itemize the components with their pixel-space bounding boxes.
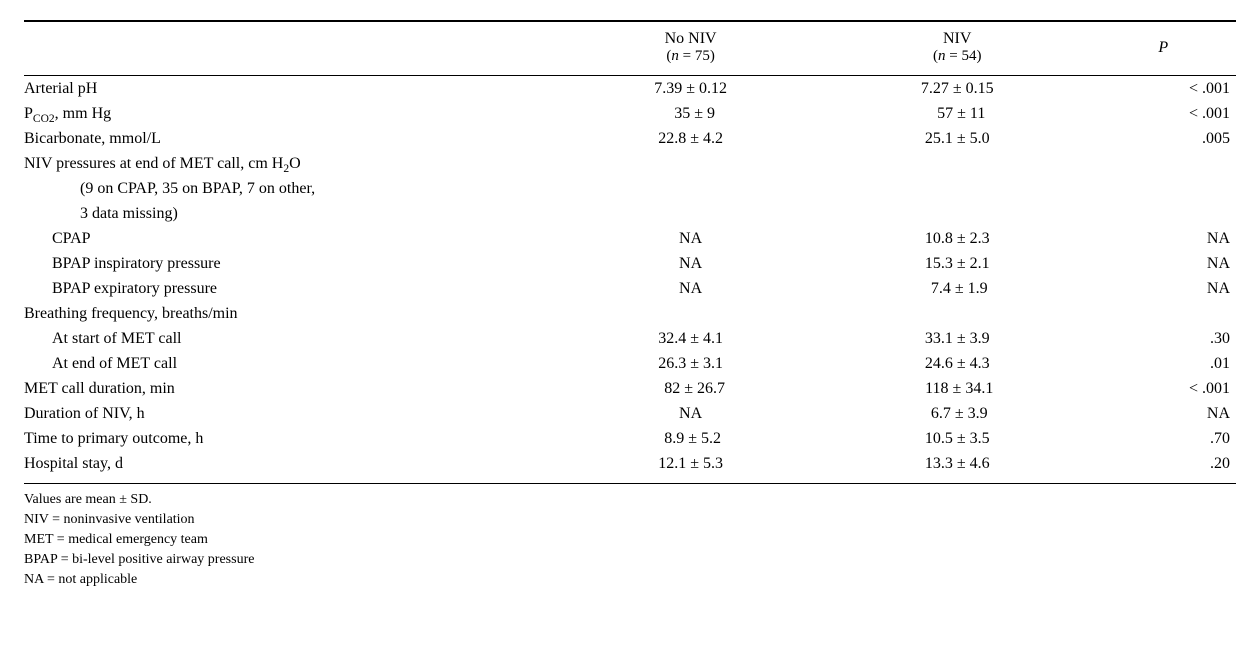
header-blank	[24, 21, 557, 76]
row-label: Hospital stay, d	[24, 451, 557, 483]
row-label: BPAP inspiratory pressure	[24, 251, 557, 276]
footnote: BPAP = bi-level positive airway pressure	[24, 550, 1236, 570]
cell-p: NA	[1091, 276, 1236, 301]
cell-no-niv: 12.1 ± 5.3	[557, 451, 824, 483]
footnote-row: NIV = noninvasive ventilation	[24, 510, 1236, 530]
cell-niv	[824, 151, 1091, 176]
table-header-row: No NIV (n = 75) NIV (n = 54) P	[24, 21, 1236, 76]
header-niv: NIV (n = 54)	[824, 21, 1091, 76]
table-row: 3 data missing)	[24, 201, 1236, 226]
cell-niv: 118 ± 34.1	[824, 376, 1091, 401]
cell-no-niv: 82 ± 26.7	[557, 376, 824, 401]
cell-p: < .001	[1091, 101, 1236, 126]
table-row: BPAP expiratory pressure NA 7.4 ± 1.9 NA	[24, 276, 1236, 301]
cell-no-niv: 8.9 ± 5.2	[557, 426, 824, 451]
row-label: (9 on CPAP, 35 on BPAP, 7 on other,	[24, 176, 557, 201]
footnote-row: MET = medical emergency team	[24, 530, 1236, 550]
cell-p: NA	[1091, 226, 1236, 251]
cell-no-niv	[557, 151, 824, 176]
table-row: At end of MET call 26.3 ± 3.1 24.6 ± 4.3…	[24, 351, 1236, 376]
cell-niv: 6.7 ± 3.9	[824, 401, 1091, 426]
header-p: P	[1091, 21, 1236, 76]
row-label: MET call duration, min	[24, 376, 557, 401]
cell-no-niv: NA	[557, 276, 824, 301]
footnote-row: NA = not applicable	[24, 570, 1236, 590]
cell-no-niv: 7.39 ± 0.12	[557, 76, 824, 102]
cell-no-niv: 32.4 ± 4.1	[557, 326, 824, 351]
cell-niv: 10.5 ± 3.5	[824, 426, 1091, 451]
header-niv-line1: NIV	[943, 30, 971, 47]
table-row: Breathing frequency, breaths/min	[24, 301, 1236, 326]
cell-niv: 15.3 ± 2.1	[824, 251, 1091, 276]
comparison-table: No NIV (n = 75) NIV (n = 54) P Arterial …	[24, 20, 1236, 590]
cell-no-niv: NA	[557, 401, 824, 426]
table-row: At start of MET call 32.4 ± 4.1 33.1 ± 3…	[24, 326, 1236, 351]
cell-p: .01	[1091, 351, 1236, 376]
table-row: NIV pressures at end of MET call, cm H2O	[24, 151, 1236, 176]
header-no-niv-line2: (n = 75)	[561, 48, 820, 65]
table-row: Arterial pH 7.39 ± 0.12 7.27 ± 0.15 < .0…	[24, 76, 1236, 102]
cell-no-niv: 35 ± 9	[557, 101, 824, 126]
cell-p: < .001	[1091, 376, 1236, 401]
row-label: BPAP expiratory pressure	[24, 276, 557, 301]
header-no-niv-line1: No NIV	[665, 30, 717, 47]
row-label: 3 data missing)	[24, 201, 557, 226]
row-label: Duration of NIV, h	[24, 401, 557, 426]
row-label: CPAP	[24, 226, 557, 251]
row-label: At start of MET call	[24, 326, 557, 351]
cell-no-niv: NA	[557, 226, 824, 251]
cell-niv: 7.4 ± 1.9	[824, 276, 1091, 301]
table-row: MET call duration, min 82 ± 26.7 118 ± 3…	[24, 376, 1236, 401]
cell-no-niv: 22.8 ± 4.2	[557, 126, 824, 151]
footnote: Values are mean ± SD.	[24, 483, 1236, 510]
cell-niv: 7.27 ± 0.15	[824, 76, 1091, 102]
cell-no-niv: 26.3 ± 3.1	[557, 351, 824, 376]
cell-niv: 24.6 ± 4.3	[824, 351, 1091, 376]
header-no-niv: No NIV (n = 75)	[557, 21, 824, 76]
cell-p: NA	[1091, 251, 1236, 276]
row-label: PCO2, mm Hg	[24, 101, 557, 126]
footnote-row: Values are mean ± SD.	[24, 483, 1236, 510]
table-row: Bicarbonate, mmol/L 22.8 ± 4.2 25.1 ± 5.…	[24, 126, 1236, 151]
footnote: MET = medical emergency team	[24, 530, 1236, 550]
footnote: NA = not applicable	[24, 570, 1236, 590]
table-row: CPAP NA 10.8 ± 2.3 NA	[24, 226, 1236, 251]
row-label: At end of MET call	[24, 351, 557, 376]
table-row: Hospital stay, d 12.1 ± 5.3 13.3 ± 4.6 .…	[24, 451, 1236, 483]
footnote-row: BPAP = bi-level positive airway pressure	[24, 550, 1236, 570]
cell-p: .20	[1091, 451, 1236, 483]
table-row: BPAP inspiratory pressure NA 15.3 ± 2.1 …	[24, 251, 1236, 276]
cell-p: .70	[1091, 426, 1236, 451]
row-label: NIV pressures at end of MET call, cm H2O	[24, 151, 557, 176]
cell-niv: 10.8 ± 2.3	[824, 226, 1091, 251]
cell-p	[1091, 151, 1236, 176]
cell-niv: 57 ± 11	[824, 101, 1091, 126]
cell-p: NA	[1091, 401, 1236, 426]
row-label: Bicarbonate, mmol/L	[24, 126, 557, 151]
table-row: PCO2, mm Hg 35 ± 9 57 ± 11 < .001	[24, 101, 1236, 126]
row-label: Breathing frequency, breaths/min	[24, 301, 557, 326]
cell-niv: 25.1 ± 5.0	[824, 126, 1091, 151]
header-niv-line2: (n = 54)	[828, 48, 1087, 65]
row-label: Arterial pH	[24, 76, 557, 102]
cell-p: .30	[1091, 326, 1236, 351]
table-row: Time to primary outcome, h 8.9 ± 5.2 10.…	[24, 426, 1236, 451]
footnote: NIV = noninvasive ventilation	[24, 510, 1236, 530]
row-label: Time to primary outcome, h	[24, 426, 557, 451]
table-row: (9 on CPAP, 35 on BPAP, 7 on other,	[24, 176, 1236, 201]
cell-p: .005	[1091, 126, 1236, 151]
cell-niv: 33.1 ± 3.9	[824, 326, 1091, 351]
cell-p: < .001	[1091, 76, 1236, 102]
cell-no-niv: NA	[557, 251, 824, 276]
cell-niv: 13.3 ± 4.6	[824, 451, 1091, 483]
table-row: Duration of NIV, h NA 6.7 ± 3.9 NA	[24, 401, 1236, 426]
